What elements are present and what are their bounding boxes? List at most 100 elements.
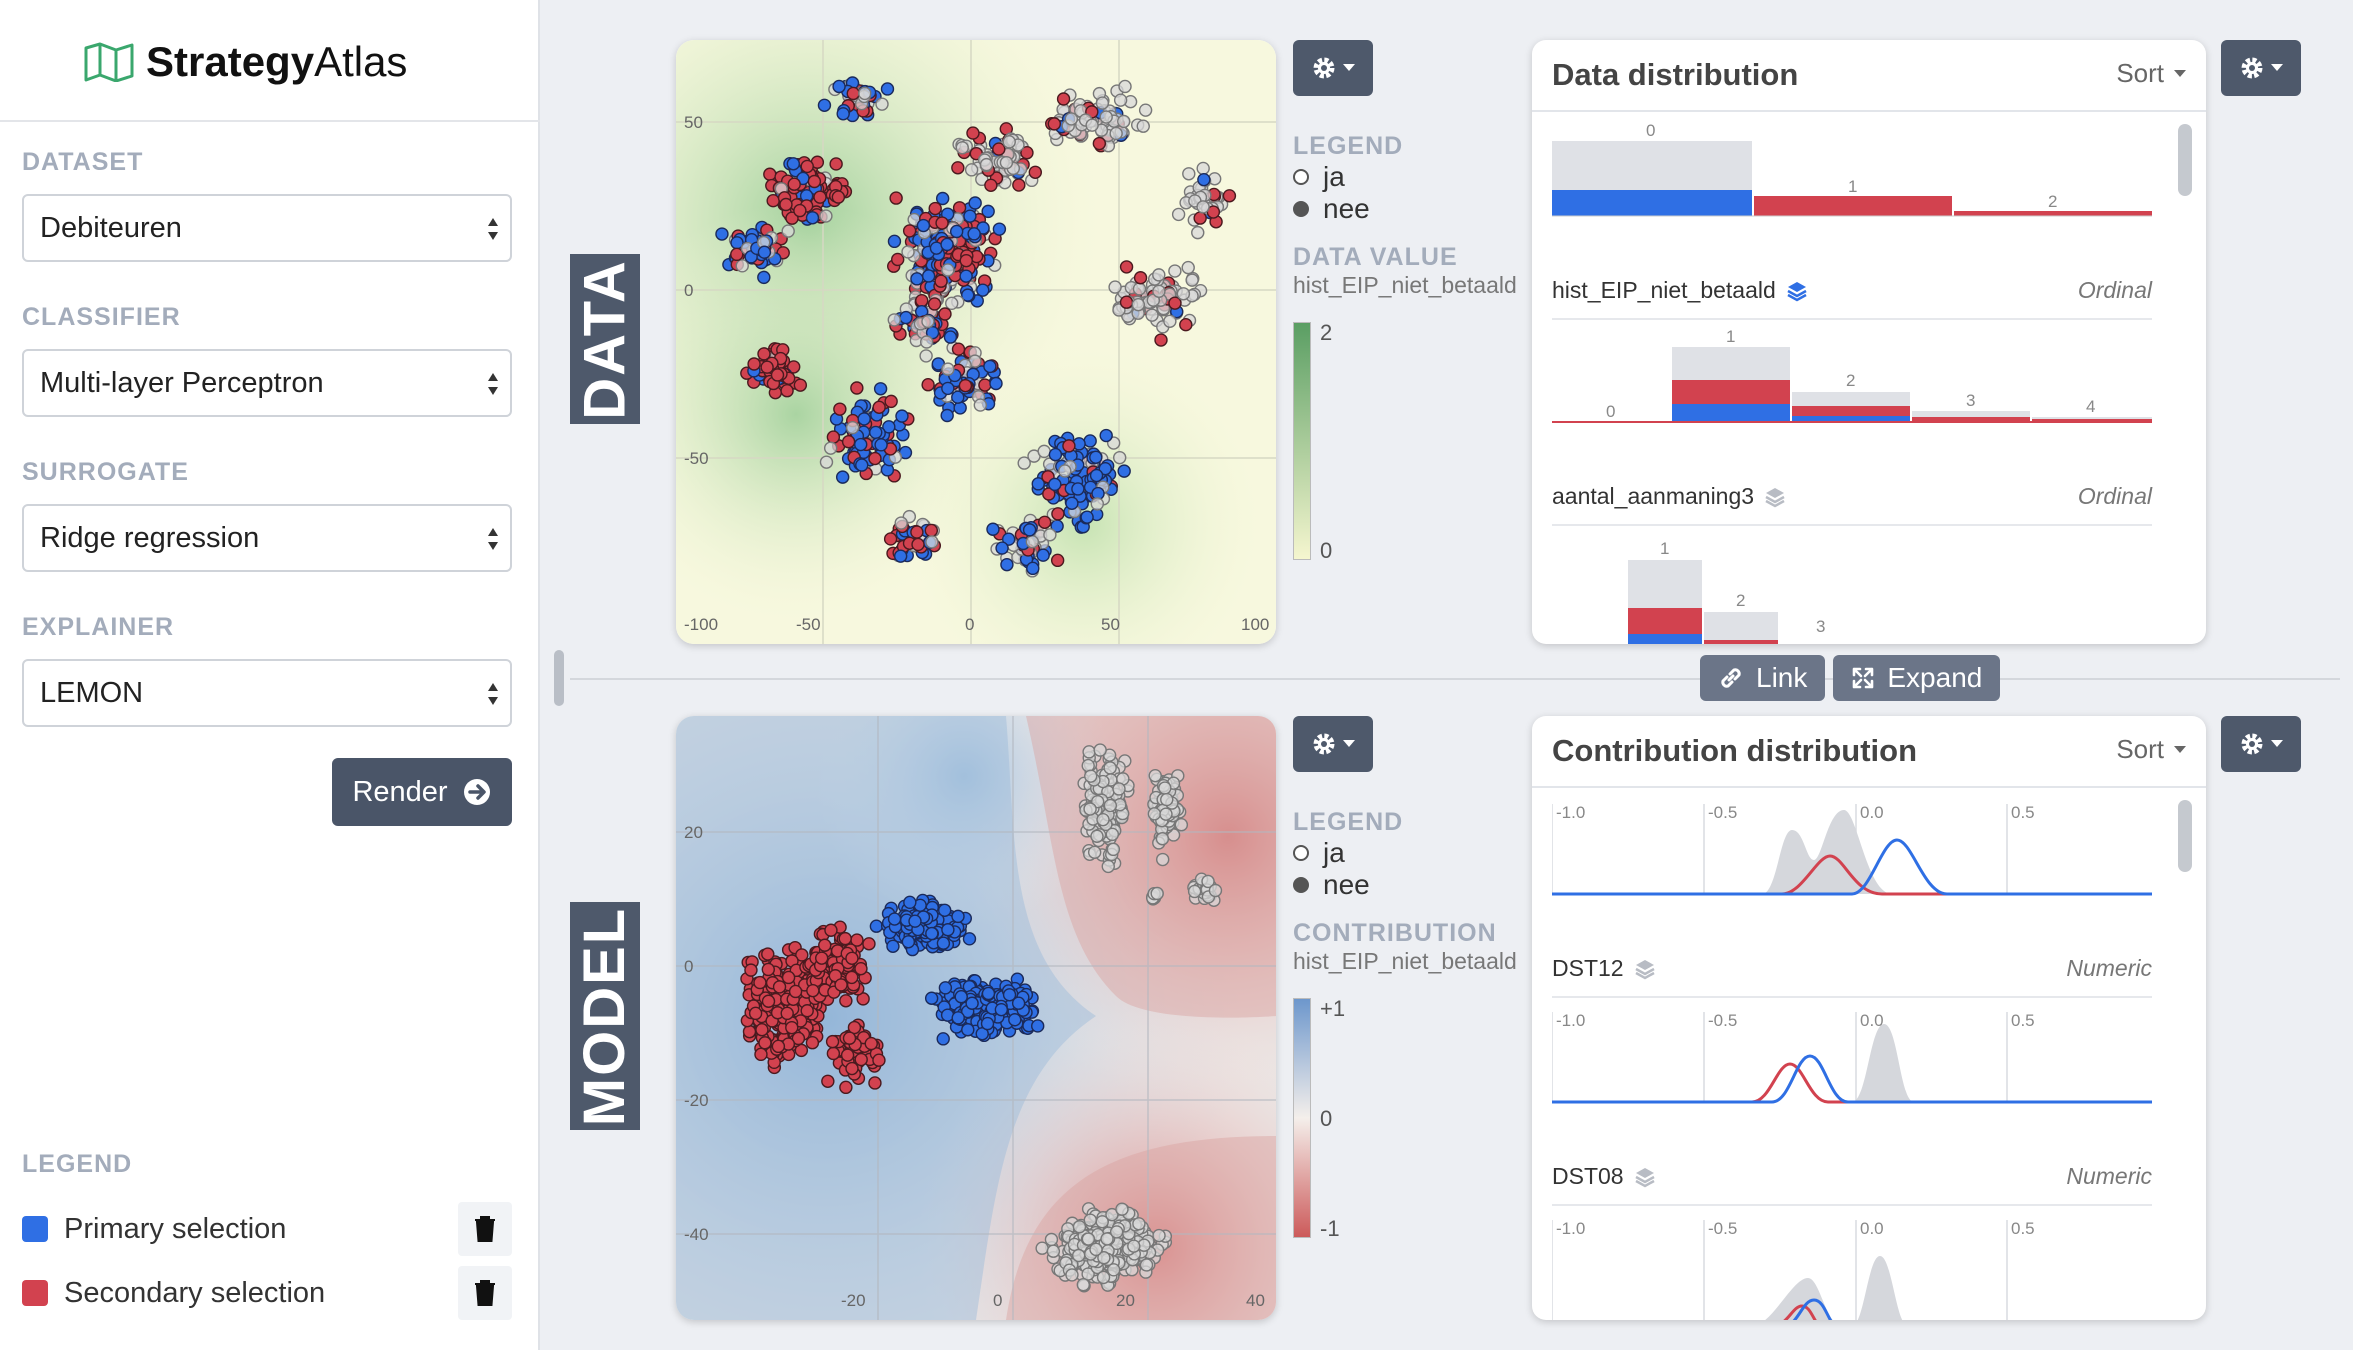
scatter-point [838,931,852,946]
scatter-point [1109,126,1123,141]
svg-text:0.0: 0.0 [1860,1219,1884,1238]
scatter-point [779,197,793,212]
scatter-point [855,458,869,472]
scatter-point [1095,96,1110,110]
scatter-point [921,269,936,283]
scatter-point [995,541,1009,555]
feature-name: aantal_aanmaning3 [1552,483,1786,510]
clear-secondary-button[interactable] [458,1266,512,1320]
select-arrows-icon [488,218,498,240]
dataset-label: DATASET [22,148,144,176]
scatter-point [1043,528,1057,542]
contribution-distribution-body[interactable]: -1.0 -0.5 0.0 0.5 DST12 Numeric -1.0 -0.… [1532,790,2206,1320]
scatter-point [938,307,952,321]
data-sort-dropdown[interactable]: Sort [2116,58,2186,89]
scatter-point [943,330,958,344]
scatter-point [1193,211,1207,225]
scatter-point [1038,515,1052,529]
link-expand-group: Link Expand [1700,655,2001,701]
scatter-point [1159,807,1173,821]
scatter-point [760,360,774,374]
model-legend-title: LEGEND [1293,808,1404,836]
scatter-point [819,455,834,469]
scatter-point [1065,1268,1079,1282]
data-x-tick: -100 [684,615,718,634]
gear-icon [1313,57,1335,79]
scatter-point [975,172,989,187]
layers-icon[interactable] [1764,486,1786,508]
primary-label: Primary selection [64,1212,287,1245]
scatter-point [832,79,846,94]
scatter-point [821,1074,835,1088]
data-distribution-body[interactable]: 0 1 2 hist_EIP_niet_betaald Ordinal 0 1 … [1532,114,2206,644]
scatter-point [1047,117,1061,131]
feature-row[interactable]: -1.0 -0.5 0.0 0.5 DST08 Numeric [1552,998,2152,1206]
scatter-point [1020,146,1034,160]
dataset-select[interactable]: Debiteuren [22,194,512,262]
scrollbar[interactable] [2178,800,2192,872]
model-x-tick: 40 [1246,1291,1265,1310]
scrollbar[interactable] [2178,124,2192,196]
scatter-point [735,259,749,273]
scatter-point [919,335,934,349]
scatter-point [747,357,761,371]
model-plot-svg[interactable]: -20 0 20 40 20 0 -20 -40 [676,716,1276,1320]
classifier-select[interactable]: Multi-layer Perceptron [22,349,512,417]
scatter-point [1109,1225,1124,1239]
resize-handle[interactable] [554,650,564,706]
svg-text:-1.0: -1.0 [1556,1219,1585,1238]
scatter-point [1196,161,1210,176]
scatter-point [887,912,902,926]
scatter-point [978,378,992,392]
feature-row[interactable]: 1 2 3 [1552,526,2152,644]
svg-text:-0.5: -0.5 [1708,1011,1737,1030]
primary-swatch [22,1216,48,1242]
scatter-point [935,216,949,230]
scatter-point [935,191,950,206]
layers-icon[interactable] [1634,1166,1656,1188]
scatter-point [1176,287,1191,301]
data-scatter-plot[interactable]: -100 -50 0 50 100 50 0 -50 [676,40,1276,644]
feature-row[interactable]: 0 1 2 hist_EIP_niet_betaald Ordinal [1552,114,2152,320]
link-button[interactable]: Link [1700,655,1826,701]
feature-row[interactable]: 0 1 2 3 4 aantal_aanmaning3 Ordinal [1552,320,2152,526]
scatter-point [1182,167,1196,181]
scatter-point [967,227,981,241]
svg-text:1: 1 [1726,327,1735,346]
scatter-point [824,923,838,937]
scatter-point [1046,1244,1061,1258]
svg-text:0.5: 0.5 [2011,803,2035,822]
scatter-point [1168,264,1182,278]
layers-icon[interactable] [1634,958,1656,980]
data-distribution-settings-button[interactable] [2221,40,2301,96]
data-plot-settings-button[interactable] [1293,40,1373,96]
scatter-point [925,325,940,340]
data-value-feature: hist_EIP_niet_betaald [1293,272,1517,298]
scatter-point [1117,114,1131,129]
render-button[interactable]: Render [332,758,512,826]
scatter-point [1154,333,1168,347]
feature-row[interactable]: -1.0 -0.5 0.0 0.5 [1552,1206,2152,1320]
scatter-point [1008,1013,1022,1027]
scatter-point [1158,781,1172,795]
scatter-point [940,237,954,252]
scatter-point [845,1061,859,1076]
svg-text:3: 3 [1816,617,1825,636]
scatter-point [1147,807,1162,821]
model-section-label: MODEL [570,902,640,1130]
contribution-settings-button[interactable] [2221,716,2301,772]
svg-text:2: 2 [1736,591,1745,610]
model-plot-settings-button[interactable] [1293,716,1373,772]
scatter-point [875,97,889,111]
surrogate-select[interactable]: Ridge regression [22,504,512,572]
data-plot-svg[interactable]: -100 -50 0 50 100 50 0 -50 [676,40,1276,644]
clear-primary-button[interactable] [458,1202,512,1256]
layers-icon[interactable] [1786,280,1808,302]
expand-button[interactable]: Expand [1833,655,2001,701]
model-scatter-plot[interactable]: -20 0 20 40 20 0 -20 -40 [676,716,1276,1320]
contribution-sort-dropdown[interactable]: Sort [2116,734,2186,765]
feature-row[interactable]: -1.0 -0.5 0.0 0.5 DST12 Numeric [1552,790,2152,998]
explainer-select[interactable]: LEMON [22,659,512,727]
scatter-point [976,283,990,297]
scatter-point [1133,271,1148,285]
